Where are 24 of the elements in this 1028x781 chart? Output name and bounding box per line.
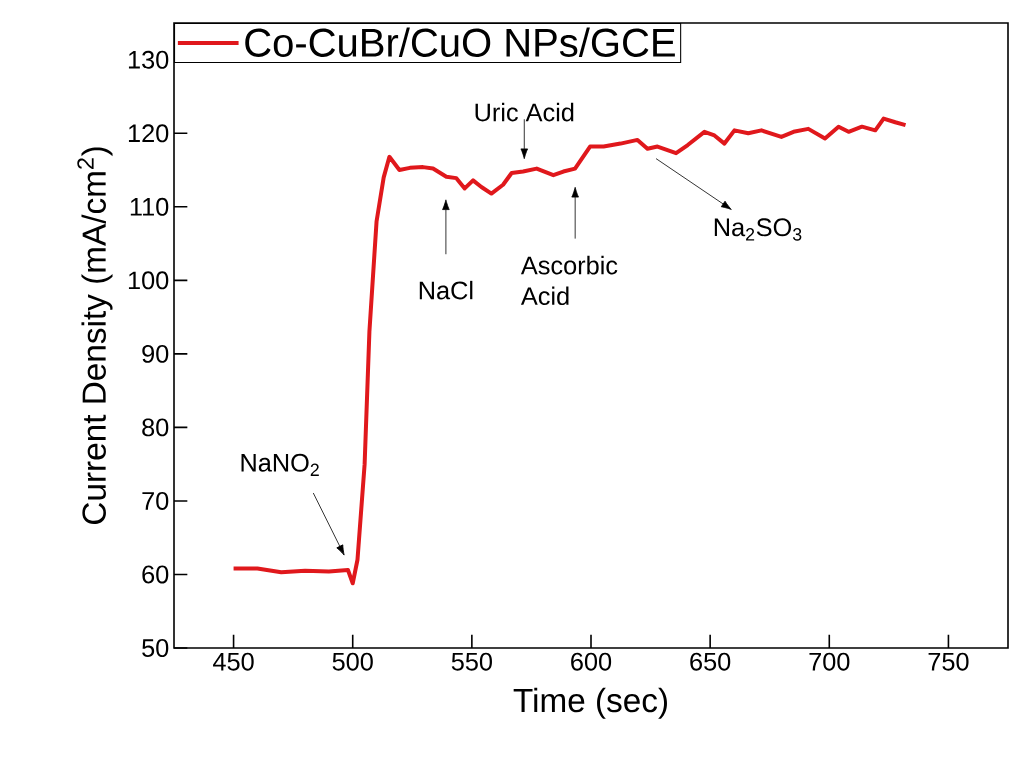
x-axis-title: Time (sec)	[513, 687, 667, 719]
y-tick-label: 60	[142, 565, 169, 584]
y-tick-label: 50	[142, 639, 169, 657]
y-tick-label: 130	[128, 50, 169, 69]
y-tick-label: 70	[142, 491, 169, 510]
x-tick-label: 750	[928, 652, 969, 671]
x-tick-label: 500	[332, 652, 373, 671]
y-tick-label: 120	[128, 124, 169, 143]
x-tick-label: 550	[451, 652, 492, 671]
y-axis-title: Current Density (mA/cm$^{2}$)	[77, 147, 113, 524]
y-tick-label: 100	[128, 271, 169, 290]
annotation: NaNO$_{2}$	[241, 453, 319, 476]
x-tick-label: 600	[571, 652, 612, 671]
y-tick-label: 90	[142, 344, 169, 363]
x-tick-label: 450	[213, 652, 254, 671]
annotation: Na$_{2}$SO$_{3}$	[714, 218, 802, 241]
annotation: NaCl	[419, 280, 473, 300]
annotation: Ascorbic Acid	[520, 255, 618, 306]
y-tick-label: 110	[130, 197, 169, 216]
legend-label: Co-CuBr/CuO NPs/GCE	[245, 27, 675, 57]
annotation: Uric Acid	[475, 102, 574, 122]
x-tick-label: 650	[690, 652, 731, 671]
x-tick-label: 700	[809, 652, 850, 671]
y-tick-label: 80	[142, 418, 169, 437]
